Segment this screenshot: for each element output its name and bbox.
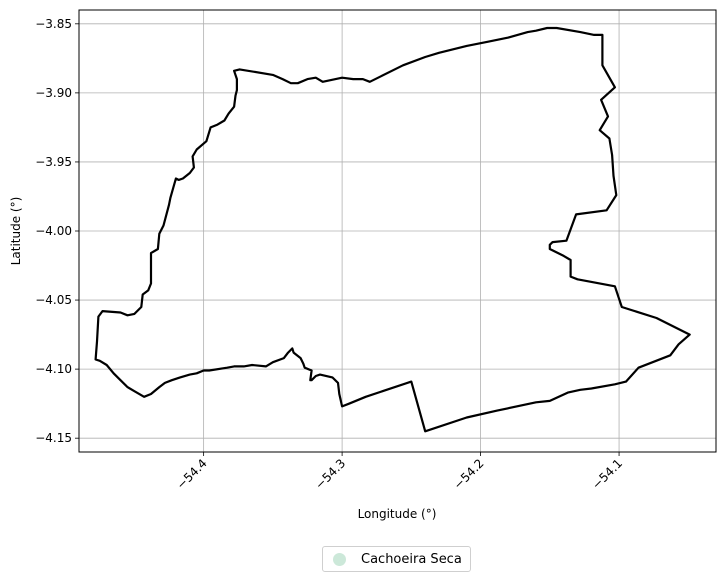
x-tick-label: −54.1 xyxy=(589,456,625,492)
legend: Cachoeira Seca xyxy=(322,546,471,572)
x-axis-ticks: −54.4 −54.3 −54.2 −54.1 xyxy=(174,452,625,492)
legend-marker xyxy=(333,552,346,566)
legend-label: Cachoeira Seca xyxy=(361,551,462,567)
y-tick-label: −3.95 xyxy=(35,155,72,169)
x-tick-label: −54.3 xyxy=(312,456,348,492)
x-tick-label: −54.2 xyxy=(451,456,487,492)
y-tick-label: −4.15 xyxy=(35,431,72,445)
y-tick-label: −3.85 xyxy=(35,17,72,31)
map-plot: −54.4 −54.3 −54.2 −54.1 −3.85 −3.90 −3.95 −4.0… xyxy=(9,9,717,521)
grid-lines xyxy=(79,10,716,452)
y-tick-label: −4.00 xyxy=(35,224,72,238)
boundary-layer xyxy=(94,26,691,433)
territory-boundary xyxy=(94,26,691,433)
y-tick-label: −4.05 xyxy=(35,293,72,307)
y-tick-label: −3.90 xyxy=(35,86,72,100)
x-axis-label: Longitude (°) xyxy=(358,507,437,521)
y-axis-label: Latitude (°) xyxy=(9,197,23,266)
x-tick-label: −54.4 xyxy=(174,456,210,492)
y-tick-label: −4.10 xyxy=(35,362,72,376)
y-axis-ticks: −3.85 −3.90 −3.95 −4.00 −4.05 −4.10 −4.15 xyxy=(35,17,79,445)
